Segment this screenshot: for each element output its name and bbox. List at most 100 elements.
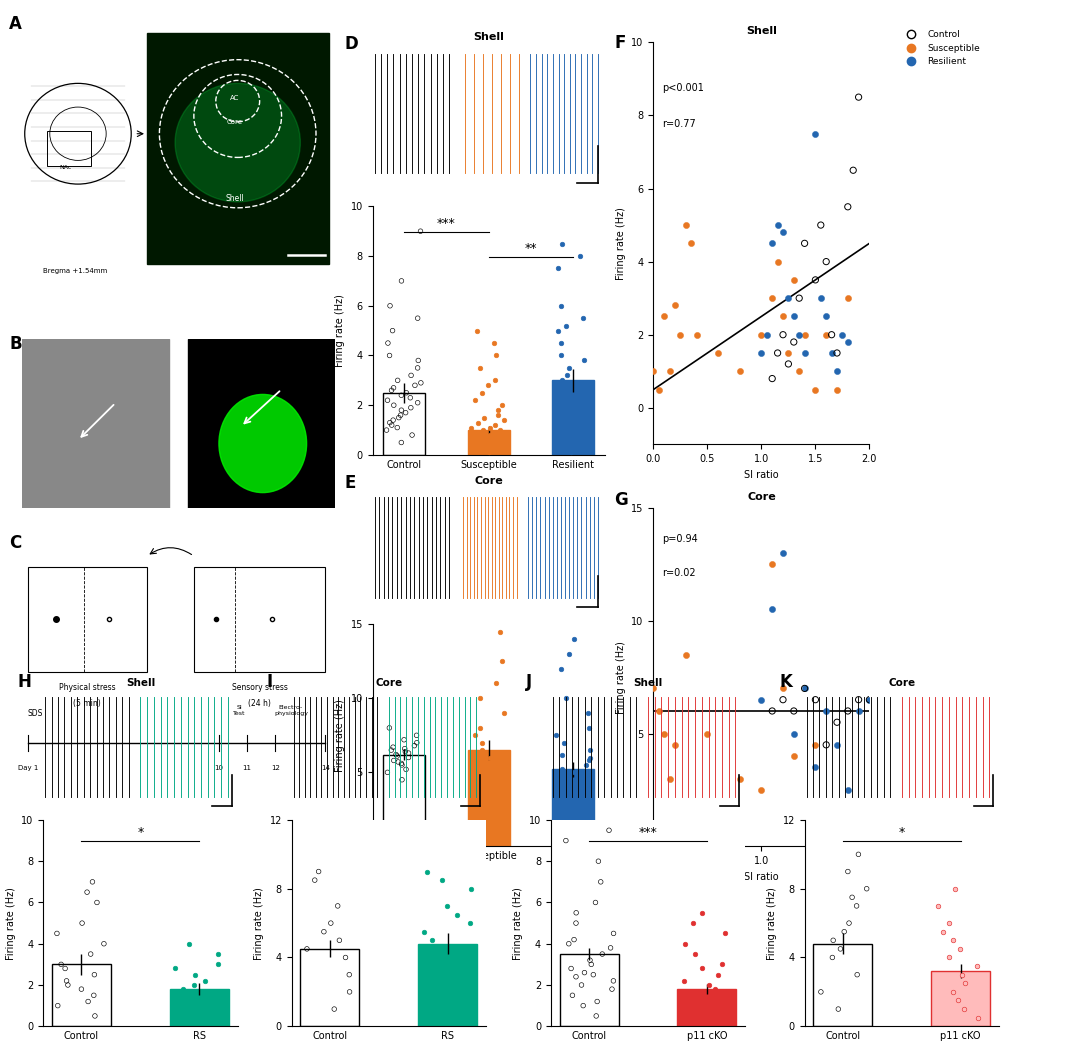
Point [947, 880, 964, 897]
Point [845, 162, 862, 179]
Point [828, 345, 846, 362]
Point [861, 691, 878, 708]
Point [818, 736, 835, 753]
Point [381, 414, 399, 431]
Point [494, 439, 511, 456]
Point [85, 966, 103, 983]
Point [462, 437, 480, 454]
Point [774, 545, 792, 562]
Point [586, 894, 604, 911]
Point [828, 381, 846, 398]
Point [497, 434, 514, 451]
Point [578, 434, 595, 451]
Point [475, 764, 492, 781]
Point [491, 623, 509, 640]
X-axis label: SI ratio: SI ratio [744, 470, 779, 479]
Point [823, 326, 840, 343]
Text: Shell: Shell [226, 195, 244, 203]
Point [713, 956, 730, 973]
Point [686, 997, 703, 1014]
Y-axis label: Firing rate (Hz): Firing rate (Hz) [767, 887, 777, 960]
Point [828, 736, 846, 753]
Point [403, 367, 420, 384]
Point [390, 409, 407, 426]
Y-axis label: Firing rate (Hz): Firing rate (Hz) [513, 887, 524, 960]
Point [807, 736, 824, 753]
Point [840, 914, 858, 932]
Point [49, 997, 66, 1014]
Point [404, 426, 421, 443]
Point [553, 235, 570, 252]
Point [850, 89, 867, 106]
Text: Physical stress: Physical stress [59, 682, 116, 692]
Point [475, 409, 492, 426]
Point [561, 779, 578, 796]
Point [80, 993, 97, 1010]
Point [384, 380, 402, 397]
Point [397, 384, 415, 401]
Text: ***: *** [437, 217, 456, 230]
Point [458, 941, 475, 957]
Text: (5 min): (5 min) [73, 699, 102, 708]
Point [462, 419, 480, 436]
Point [716, 925, 733, 942]
Point [386, 397, 403, 414]
Text: Bregma +1.54mm: Bregma +1.54mm [43, 268, 107, 274]
Text: 10: 10 [215, 765, 224, 771]
Point [562, 444, 579, 461]
Point [572, 439, 590, 456]
Point [462, 880, 480, 897]
Point [688, 326, 705, 343]
Point [812, 984, 829, 1001]
Point [392, 406, 409, 423]
Point [496, 412, 513, 428]
Point [481, 444, 498, 461]
Y-axis label: Firing rate (Hz): Firing rate (Hz) [335, 699, 345, 771]
Point [393, 387, 410, 404]
Text: A: A [9, 15, 22, 33]
Point [567, 905, 584, 922]
Point [828, 363, 846, 380]
Point [384, 738, 402, 755]
Point [492, 823, 510, 840]
Point [680, 1001, 698, 1018]
Y-axis label: Firing rate (Hz): Firing rate (Hz) [616, 207, 626, 279]
Y-axis label: Firing rate (Hz): Firing rate (Hz) [5, 887, 16, 960]
Point [382, 742, 400, 759]
Point [650, 381, 667, 398]
Text: C: C [9, 534, 22, 552]
Point [550, 260, 567, 277]
Point [402, 389, 419, 406]
Point [575, 352, 592, 369]
Point [683, 235, 700, 252]
Point [850, 846, 867, 863]
Point [413, 375, 430, 391]
Point [807, 759, 824, 776]
Point [79, 883, 96, 900]
Point [200, 987, 217, 1004]
Bar [931, 971, 990, 1026]
Point [389, 372, 406, 389]
Point [554, 746, 571, 763]
Point [411, 223, 429, 240]
Point [666, 297, 684, 314]
Point [474, 421, 491, 438]
Bar [194, 567, 325, 672]
Point [605, 972, 622, 989]
Point [379, 391, 396, 408]
Point [818, 326, 835, 343]
Point [824, 949, 841, 966]
Bar [418, 944, 477, 1026]
Point [843, 889, 861, 906]
Point [557, 690, 575, 707]
Point [337, 949, 354, 966]
Point [731, 770, 748, 787]
Point [818, 703, 835, 719]
Text: H: H [18, 673, 31, 691]
Point [661, 770, 678, 787]
Point [473, 384, 490, 401]
Point [679, 1014, 697, 1030]
Point [56, 960, 73, 977]
Point [969, 1009, 986, 1026]
Point [861, 691, 878, 708]
